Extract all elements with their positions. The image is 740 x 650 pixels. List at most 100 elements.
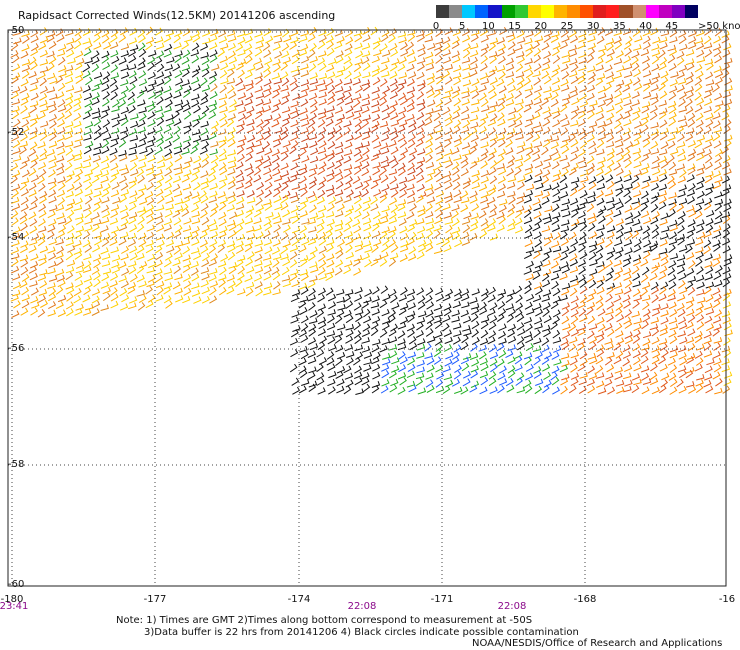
wind-barb <box>695 42 705 51</box>
wind-barb <box>48 287 57 297</box>
wind-barb <box>651 97 659 106</box>
wind-barb <box>362 127 371 135</box>
wind-barb <box>354 203 363 213</box>
wind-barb <box>235 43 244 52</box>
wind-barb <box>650 317 660 324</box>
lon-label-165: -16 <box>718 594 736 605</box>
wind-barb <box>445 232 454 241</box>
wind-barb <box>21 230 30 240</box>
wind-barb <box>658 148 668 156</box>
wind-barb <box>416 322 424 331</box>
wind-barb <box>408 71 417 79</box>
wind-barb <box>533 250 541 260</box>
wind-barb <box>632 288 641 297</box>
wind-barb <box>191 247 200 255</box>
wind-barb <box>606 105 615 113</box>
wind-barb <box>678 98 686 107</box>
wind-barb <box>397 203 406 212</box>
wind-barb <box>487 308 496 317</box>
wind-barb <box>146 168 155 176</box>
wind-barb <box>697 231 706 240</box>
wind-barb <box>298 49 308 57</box>
wind-barb <box>605 71 615 79</box>
wind-barb <box>65 98 74 107</box>
wind-barb <box>236 62 244 71</box>
wind-barb <box>145 140 155 148</box>
wind-barb <box>506 160 515 169</box>
wind-barb <box>102 119 111 128</box>
wind-barb <box>659 239 668 247</box>
wind-barb <box>56 34 65 43</box>
wind-barb <box>328 344 337 352</box>
wind-barb <box>334 196 344 204</box>
wind-barb <box>695 246 704 254</box>
wind-barb <box>514 355 523 365</box>
wind-barb <box>562 57 571 64</box>
wind-barb <box>588 240 598 248</box>
wind-barb <box>622 92 631 100</box>
wind-barb <box>534 85 543 93</box>
wind-barb <box>507 335 517 344</box>
wind-barb <box>724 119 732 128</box>
wind-barb <box>425 147 434 156</box>
wind-barb <box>228 280 236 289</box>
wind-barb <box>317 57 326 66</box>
wind-barb <box>505 378 514 387</box>
wind-barb <box>496 211 505 220</box>
wind-barb <box>11 98 21 106</box>
wind-barb <box>669 47 678 56</box>
wind-barb <box>101 105 110 113</box>
wind-barb <box>154 259 163 268</box>
wind-barb <box>290 162 299 171</box>
wind-barb <box>283 35 292 43</box>
wind-barb <box>345 216 353 226</box>
wind-barb <box>263 64 271 73</box>
wind-barb <box>577 328 586 337</box>
wind-barb <box>508 369 516 379</box>
wind-barb <box>452 351 460 360</box>
wind-barb <box>326 28 335 37</box>
wind-barb <box>163 141 172 149</box>
wind-barb <box>73 98 82 107</box>
wind-barb <box>128 266 137 275</box>
wind-barb <box>409 219 418 227</box>
wind-barb <box>694 37 704 44</box>
wind-barb <box>489 175 498 185</box>
wind-barb <box>415 138 424 148</box>
wind-barb <box>57 82 66 92</box>
wind-barb <box>66 170 75 178</box>
wind-barb <box>579 198 588 206</box>
wind-barb <box>452 336 461 345</box>
wind-barb <box>82 294 91 303</box>
wind-barb <box>317 119 326 128</box>
wind-barb <box>523 154 532 163</box>
wind-barb <box>110 189 120 198</box>
wind-barb <box>262 42 271 52</box>
wind-barb <box>714 70 724 78</box>
wind-barb <box>354 34 363 43</box>
wind-barb <box>451 40 460 50</box>
wind-barb <box>597 99 606 108</box>
wind-barb <box>463 212 472 220</box>
wind-barb <box>588 121 598 128</box>
wind-barb <box>102 287 111 295</box>
wind-barb <box>58 65 67 73</box>
wind-barb <box>219 70 228 79</box>
wind-barb <box>399 377 407 386</box>
wind-barb <box>30 29 39 38</box>
wind-barb <box>272 168 281 177</box>
wind-barb <box>434 162 443 171</box>
wind-barb <box>255 134 264 143</box>
time-label-3: 22:08 <box>497 601 527 612</box>
wind-barb <box>661 226 670 233</box>
wind-barb <box>533 176 543 183</box>
wind-barb <box>578 259 587 267</box>
wind-barb <box>443 329 452 337</box>
wind-barb <box>237 288 246 296</box>
wind-barb <box>397 372 407 380</box>
wind-barb <box>381 112 390 121</box>
wind-barb <box>677 266 685 275</box>
wind-barb <box>57 126 66 135</box>
wind-barb <box>317 166 326 176</box>
wind-barb <box>595 372 605 379</box>
